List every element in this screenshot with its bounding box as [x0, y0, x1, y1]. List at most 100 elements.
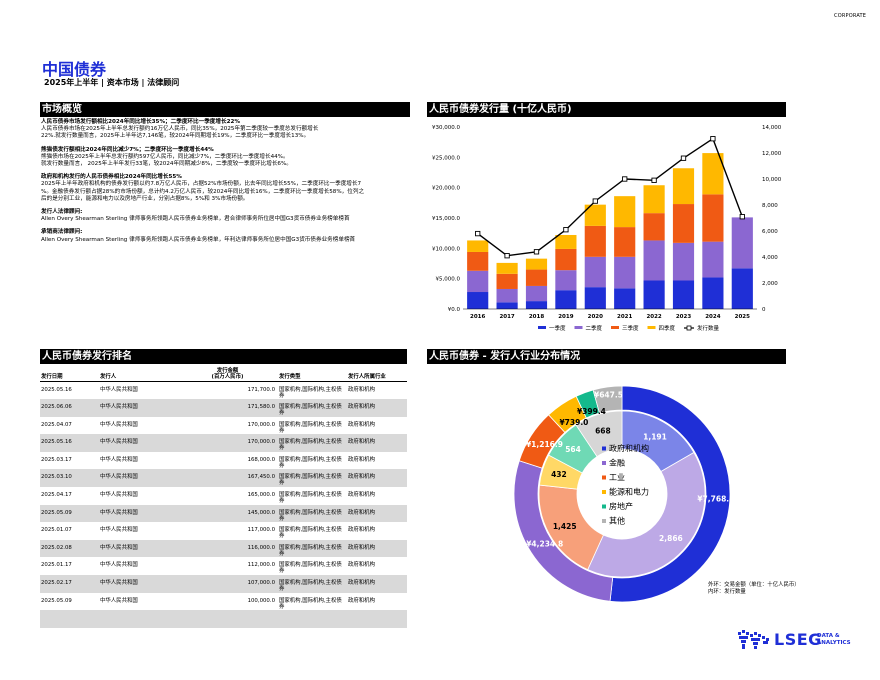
bar-segment [555, 290, 577, 309]
legend-swatch [611, 326, 619, 329]
table-cell: 国家机构,国际机构,主权债券 [279, 562, 342, 575]
table-cell: 国家机构,国际机构,主权债券 [279, 527, 342, 540]
bar-segment [584, 287, 606, 309]
table-cell: 政府和机构 [347, 434, 407, 452]
table-cell: 国家机构,国际机构,主权债券 [279, 456, 342, 469]
overview-block-heading: 发行人法律顾问: [41, 209, 83, 216]
outer-ring-label: ¥7,768.4 [697, 495, 734, 504]
table-cell: 2025.02.17 [40, 575, 99, 593]
table-cell: 国家机构,国际机构,主权债券 [278, 469, 347, 488]
y2-tick-label: 10,000 [762, 177, 782, 183]
legend-label: 政府和机构 [609, 443, 649, 453]
bar-segment [643, 213, 665, 241]
table-row: 2025.04.07 中华人民共和国 170,000.0 国家机构,国际机构,主权债券… [40, 417, 407, 435]
x-tick-label: 2020 [588, 314, 603, 320]
legend-label: 金融 [609, 458, 625, 468]
bar-segment [702, 241, 724, 278]
line-point [739, 214, 745, 220]
table-cell [347, 610, 407, 628]
bar-segment [702, 277, 724, 309]
y2-tick-label: 4,000 [762, 255, 778, 261]
table-row: 2025.06.06 中华人民共和国 171,580.0 国家机构,国际机构,主权债券… [40, 399, 407, 417]
bar-segment [525, 301, 548, 309]
lseg-tagline-1: DATA & [817, 633, 840, 639]
table-cell: 国家机构,国际机构,主权债券 [279, 492, 342, 505]
line-point [504, 253, 510, 259]
inner-ring-label: 1,425 [553, 522, 577, 531]
outer-ring-slice [592, 385, 623, 414]
y-tick-label: ¥0.0 [448, 307, 461, 313]
table-row: 2025.02.17 中华人民共和国 107,000.0 国家机构,国际机构,主权债券… [40, 575, 407, 593]
bar-segment [702, 153, 724, 195]
bar-segment [496, 262, 518, 274]
bar-segment [555, 270, 577, 291]
legend-swatch [602, 490, 606, 494]
table-cell: 中华人民共和国 [99, 539, 179, 558]
bar-segment [584, 204, 606, 226]
y-tick-label: ¥20,000.0 [432, 186, 460, 192]
lseg-tagline-2: ANALYTICS [817, 640, 851, 646]
table-row: 2025.05.09 中华人民共和国 100,000.0 国家机构,国际机构,主权债券… [40, 593, 407, 611]
table-cell: 中华人民共和国 [100, 597, 138, 604]
legend-label: 其他 [609, 516, 625, 526]
ranking-column-header: 发行人所属行业 [347, 368, 407, 382]
overview-block-line: 人民币债券市场在2025年上半年总发行额约16万亿人民币，同比35%，2025年… [41, 126, 319, 133]
inner-ring-label: 564 [565, 445, 581, 454]
bar-segment [467, 270, 489, 293]
legend-swatch [647, 326, 656, 329]
table-cell: 国家机构,国际机构,主权债券 [279, 421, 342, 434]
legend-label: 三季度 [622, 324, 639, 332]
x-tick-label: 2024 [705, 314, 720, 320]
table-cell: 中华人民共和国 [99, 575, 179, 593]
table-cell [40, 610, 99, 628]
table-cell: 政府和机构 [347, 399, 407, 417]
table-cell: 117,000.0 [247, 527, 275, 534]
table-cell: 2025.04.17 [41, 492, 72, 499]
legend-swatch [574, 326, 583, 329]
ranking-column-header: 发行金额 (百万人民币) [179, 368, 278, 382]
table-cell: 100,000.0 [247, 597, 275, 604]
table-cell: 国家机构,国际机构,主权债券 [279, 387, 342, 399]
bar-segment [555, 248, 577, 271]
bar-segment [467, 251, 489, 271]
ranking-table: 发行日期 发行人 发行金额 (百万人民币) 发行类型 发行人所属行业 2025.05.16… [40, 368, 407, 628]
table-cell: 165,000.0 [247, 492, 275, 499]
overview-block-line: %。金融债券发行额占据28%的市场份额，总计约4.2万亿人民币，较2024年同比… [41, 188, 365, 195]
overview-text: 人民币债券市场发行额相比2024年同比增长35%；二季度环比一季度增长22% 人民… [41, 119, 411, 250]
legend-swatch [602, 461, 606, 465]
line-point [475, 230, 481, 237]
legend-label: 二季度 [586, 324, 603, 332]
outer-ring-label: ¥739.0 [559, 418, 588, 427]
table-cell: 政府和机构 [348, 562, 375, 569]
y2-tick-label: 8,000 [762, 203, 778, 209]
outer-ring-label: ¥1,216.9 [526, 440, 563, 449]
legend-label: 房地产 [609, 501, 633, 511]
page-subtitle: 2025年上半年 | 资本市场 | 法律顾问 [44, 78, 180, 87]
table-cell: 168,000.0 [247, 456, 275, 463]
table-cell: 171,700.0 [247, 387, 275, 393]
table-cell: 政府和机构 [348, 421, 375, 428]
table-cell [179, 610, 278, 628]
bar-segment [525, 285, 548, 302]
table-cell: 2025.01.07 [41, 527, 72, 534]
ranking-column-header: 发行人 [99, 368, 179, 382]
bar-segment [672, 168, 695, 205]
y2-tick-label: 0 [762, 307, 766, 313]
table-row: 2025.04.17 中华人民共和国 165,000.0 国家机构,国际机构,主权债券… [40, 487, 407, 505]
overview-block: 人民币债券市场发行额相比2024年同比增长35%；二季度环比一季度增长22% 人民… [41, 119, 411, 141]
table-row: 2025.02.08 中华人民共和国 116,000.0 国家机构,国际机构,主权债券… [40, 539, 407, 558]
inner-ring-label: 432 [551, 470, 567, 479]
table-cell: 145,000.0 [179, 504, 278, 523]
table-cell: 2025.05.16 [41, 387, 72, 393]
y-tick-label: ¥10,000.0 [432, 246, 460, 252]
x-tick-label: 2018 [529, 314, 544, 320]
table-cell: 国家机构,国际机构,主权债券 [279, 597, 342, 610]
overview-block-line: 22%.就发行数量而言，2025年上半年达7,146笔，较2024年同期增长19… [41, 133, 310, 140]
bar-segment [643, 280, 665, 309]
x-tick-label: 2025 [735, 314, 750, 320]
table-cell: 中华人民共和国 [99, 399, 179, 417]
overview-block: 熊猫债发行额相比2024年同比减少7%；二季度环比一季度增长44% 熊猫债市场在2… [41, 147, 411, 169]
outer-ring-slice [609, 385, 731, 603]
bar-segment [614, 196, 636, 228]
overview-block-line: 就发行数量而言， 2025年上半年发行33笔，较2024年同期减少8%，二季度较… [41, 161, 292, 168]
